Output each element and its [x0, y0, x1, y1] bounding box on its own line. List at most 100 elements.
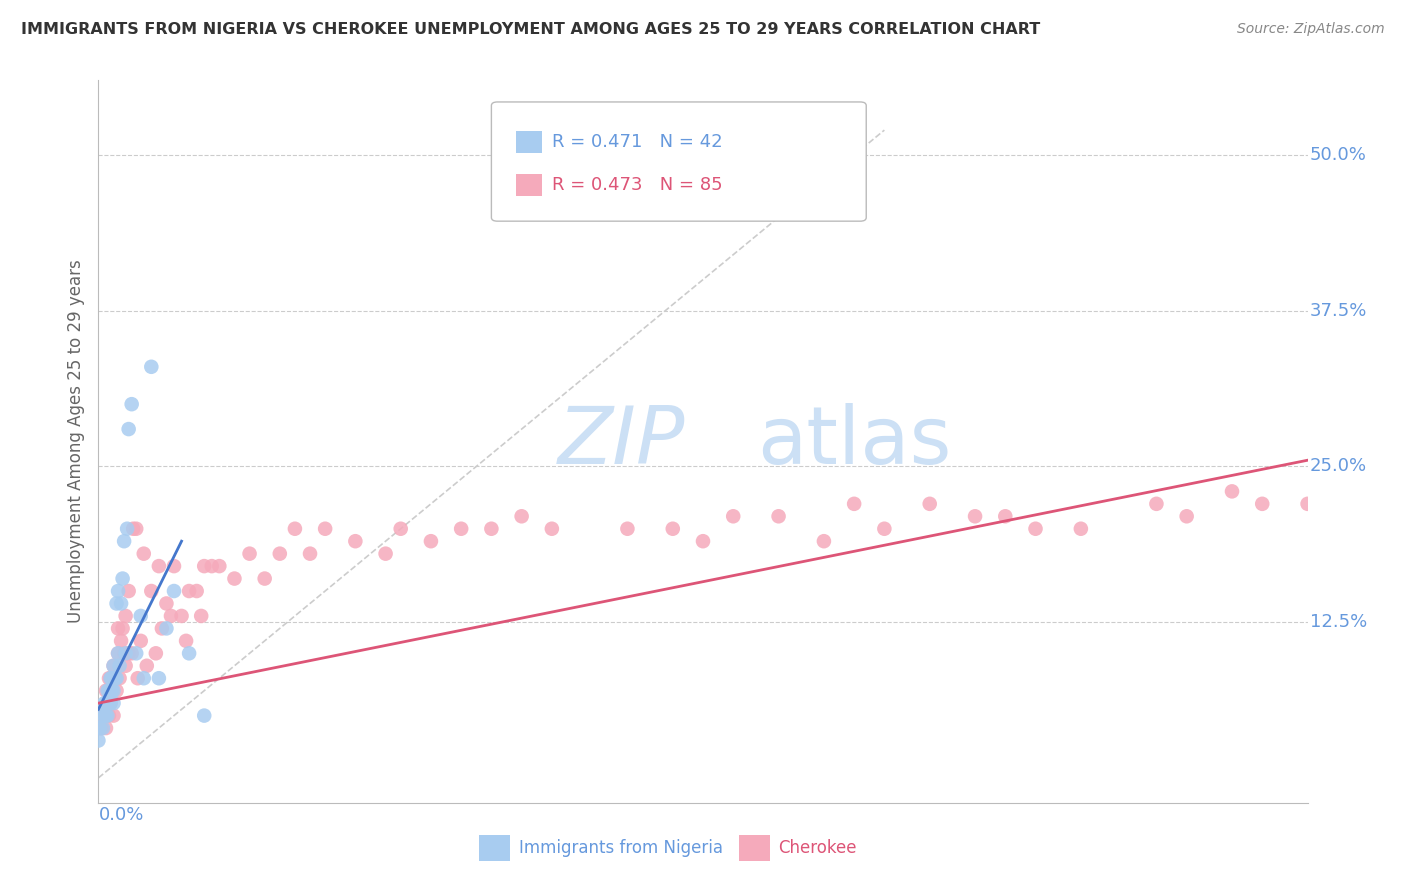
Point: [104, 671, 127, 685]
Point: [918, 497, 941, 511]
Text: R = 0.473   N = 85: R = 0.473 N = 85: [551, 176, 723, 194]
Text: atlas: atlas: [758, 402, 952, 481]
Point: [1296, 497, 1319, 511]
Point: [344, 534, 367, 549]
Point: [93, 696, 115, 710]
Point: [103, 658, 125, 673]
Point: [103, 708, 125, 723]
Point: [314, 522, 336, 536]
Bar: [516, 131, 543, 153]
Text: 37.5%: 37.5%: [1310, 301, 1368, 319]
Point: [148, 559, 170, 574]
Point: [768, 509, 790, 524]
Point: [132, 547, 155, 561]
Point: [155, 597, 177, 611]
Text: R = 0.471   N = 42: R = 0.471 N = 42: [551, 133, 723, 151]
Point: [98, 708, 121, 723]
Point: [93, 708, 115, 723]
Point: [94, 683, 117, 698]
Point: [100, 683, 122, 698]
Point: [129, 633, 152, 648]
Point: [1372, 497, 1395, 511]
Point: [813, 534, 835, 549]
Point: [174, 633, 197, 648]
Point: [87, 733, 110, 747]
FancyBboxPatch shape: [492, 102, 866, 221]
Point: [115, 522, 138, 536]
Point: [269, 547, 291, 561]
Point: [94, 696, 117, 710]
Point: [112, 646, 135, 660]
Point: [135, 658, 157, 673]
Point: [122, 522, 145, 536]
Point: [103, 683, 125, 698]
Point: [105, 671, 128, 685]
Point: [994, 509, 1017, 524]
Point: [105, 597, 128, 611]
Point: [239, 547, 262, 561]
Point: [98, 696, 121, 710]
Point: [118, 584, 141, 599]
Point: [160, 609, 183, 624]
Point: [141, 359, 163, 374]
Point: [101, 683, 124, 698]
Point: [107, 621, 129, 635]
Point: [1175, 509, 1198, 524]
Point: [101, 671, 124, 685]
Point: [108, 658, 131, 673]
Point: [90, 708, 112, 723]
Point: [125, 522, 148, 536]
Bar: [516, 174, 543, 196]
Point: [121, 646, 143, 660]
Point: [100, 671, 122, 685]
Point: [110, 633, 132, 648]
Point: [1070, 522, 1092, 536]
Point: [450, 522, 472, 536]
Point: [179, 646, 201, 660]
Point: [96, 696, 118, 710]
Point: [163, 584, 186, 599]
Point: [540, 522, 562, 536]
Y-axis label: Unemployment Among Ages 25 to 29 years: Unemployment Among Ages 25 to 29 years: [66, 260, 84, 624]
Point: [94, 708, 117, 723]
Point: [186, 584, 208, 599]
Point: [844, 497, 866, 511]
Point: [129, 609, 152, 624]
Point: [100, 671, 122, 685]
Point: [104, 671, 127, 685]
Point: [114, 646, 136, 660]
Point: [193, 559, 215, 574]
Point: [1220, 484, 1243, 499]
Point: [1024, 522, 1046, 536]
Point: [108, 671, 131, 685]
Point: [107, 584, 129, 599]
Point: [201, 559, 224, 574]
Point: [616, 522, 638, 536]
Point: [125, 646, 148, 660]
Point: [118, 422, 141, 436]
Point: [193, 708, 215, 723]
Point: [114, 609, 136, 624]
Point: [284, 522, 307, 536]
Point: [150, 621, 173, 635]
Point: [148, 671, 170, 685]
Point: [481, 522, 503, 536]
Point: [170, 609, 193, 624]
Point: [105, 683, 128, 698]
Point: [1327, 472, 1350, 486]
Point: [94, 721, 117, 735]
Point: [110, 597, 132, 611]
Bar: [740, 835, 769, 861]
Point: [118, 646, 141, 660]
Text: 0.0%: 0.0%: [98, 806, 143, 824]
Point: [98, 671, 121, 685]
Point: [103, 696, 125, 710]
Point: [723, 509, 745, 524]
Point: [98, 683, 121, 698]
Point: [89, 721, 111, 735]
Point: [389, 522, 412, 536]
Point: [101, 683, 124, 698]
Point: [179, 584, 201, 599]
Text: Immigrants from Nigeria: Immigrants from Nigeria: [519, 838, 723, 856]
Point: [132, 671, 155, 685]
